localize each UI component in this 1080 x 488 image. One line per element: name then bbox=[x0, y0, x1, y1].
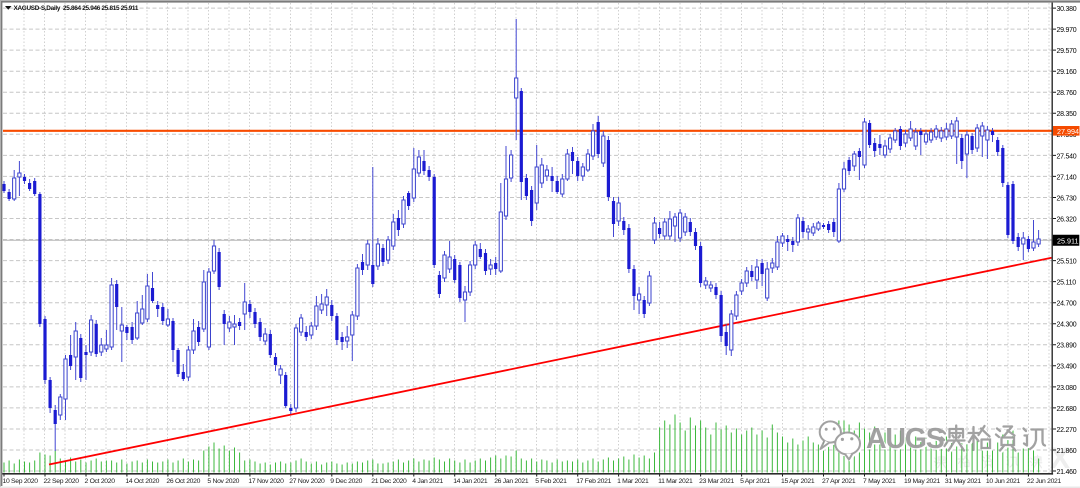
svg-text:27.140: 27.140 bbox=[1057, 174, 1077, 181]
svg-text:23 Mar 2021: 23 Mar 2021 bbox=[699, 478, 734, 485]
svg-text:24.700: 24.700 bbox=[1057, 301, 1077, 308]
svg-text:21.860: 21.860 bbox=[1057, 448, 1077, 455]
svg-text:5 Feb 2021: 5 Feb 2021 bbox=[535, 478, 567, 485]
svg-text:5 Apr 2021: 5 Apr 2021 bbox=[740, 478, 770, 485]
svg-text:4 Jan 2021: 4 Jan 2021 bbox=[412, 478, 443, 485]
svg-text:29.570: 29.570 bbox=[1057, 48, 1077, 55]
svg-text:25.510: 25.510 bbox=[1057, 259, 1077, 266]
svg-text:23.490: 23.490 bbox=[1057, 364, 1077, 371]
svg-text:21 Dec 2020: 21 Dec 2020 bbox=[371, 478, 407, 485]
svg-text:10 Jun 2021: 10 Jun 2021 bbox=[986, 478, 1021, 485]
svg-text:23.080: 23.080 bbox=[1057, 385, 1077, 392]
svg-text:27.540: 27.540 bbox=[1057, 153, 1077, 160]
svg-text:1 Mar 2021: 1 Mar 2021 bbox=[617, 478, 649, 485]
svg-text:17 Feb 2021: 17 Feb 2021 bbox=[576, 478, 611, 485]
svg-text:23.890: 23.890 bbox=[1057, 343, 1077, 350]
svg-text:21.460: 21.460 bbox=[1057, 469, 1077, 476]
svg-text:27.994: 27.994 bbox=[1057, 127, 1079, 136]
svg-text:22 Sep 2020: 22 Sep 2020 bbox=[44, 478, 80, 485]
svg-text:22.270: 22.270 bbox=[1057, 427, 1077, 434]
svg-text:17 Nov 2020: 17 Nov 2020 bbox=[248, 478, 284, 485]
svg-text:27 Nov 2020: 27 Nov 2020 bbox=[289, 478, 325, 485]
svg-text:14 Jan 2021: 14 Jan 2021 bbox=[453, 478, 488, 485]
svg-text:XAGUSD-S,Daily 25.864 25.946: XAGUSD-S,Daily 25.864 25.946 25.815 25.9… bbox=[14, 5, 139, 12]
svg-text:30.380: 30.380 bbox=[1057, 6, 1077, 13]
svg-text:26 Oct 2020: 26 Oct 2020 bbox=[166, 478, 200, 485]
svg-text:14 Oct 2020: 14 Oct 2020 bbox=[125, 478, 159, 485]
svg-text:25.110: 25.110 bbox=[1057, 280, 1077, 287]
svg-text:2 Oct 2020: 2 Oct 2020 bbox=[85, 478, 116, 485]
svg-text:22.680: 22.680 bbox=[1057, 406, 1077, 413]
svg-text:29.160: 29.160 bbox=[1057, 69, 1077, 76]
svg-text:26.730: 26.730 bbox=[1057, 195, 1077, 202]
svg-text:26.320: 26.320 bbox=[1057, 216, 1077, 223]
svg-text:24.300: 24.300 bbox=[1057, 322, 1077, 329]
svg-text:15 Apr 2021: 15 Apr 2021 bbox=[781, 478, 815, 485]
svg-text:28.350: 28.350 bbox=[1057, 111, 1077, 118]
svg-text:5 Nov 2020: 5 Nov 2020 bbox=[207, 478, 239, 485]
svg-text:27.950: 27.950 bbox=[1057, 132, 1077, 139]
svg-text:9 Dec 2020: 9 Dec 2020 bbox=[330, 478, 362, 485]
svg-text:26 Jan 2021: 26 Jan 2021 bbox=[494, 478, 529, 485]
svg-text:29.970: 29.970 bbox=[1057, 27, 1077, 34]
svg-text:27 Apr 2021: 27 Apr 2021 bbox=[822, 478, 856, 485]
svg-text:AUGS: AUGS bbox=[868, 425, 946, 457]
svg-text:22 Jun 2021: 22 Jun 2021 bbox=[1027, 478, 1062, 485]
svg-text:7 May 2021: 7 May 2021 bbox=[863, 478, 896, 485]
svg-text:25.911: 25.911 bbox=[1057, 237, 1078, 246]
svg-text:19 May 2021: 19 May 2021 bbox=[904, 478, 941, 485]
svg-text:28.760: 28.760 bbox=[1057, 90, 1077, 97]
svg-text:11 Mar 2021: 11 Mar 2021 bbox=[658, 478, 693, 485]
svg-text:31 May 2021: 31 May 2021 bbox=[945, 478, 982, 485]
svg-text:AUGS: AUGS bbox=[866, 423, 944, 455]
svg-text:10 Sep 2020: 10 Sep 2020 bbox=[3, 478, 39, 485]
